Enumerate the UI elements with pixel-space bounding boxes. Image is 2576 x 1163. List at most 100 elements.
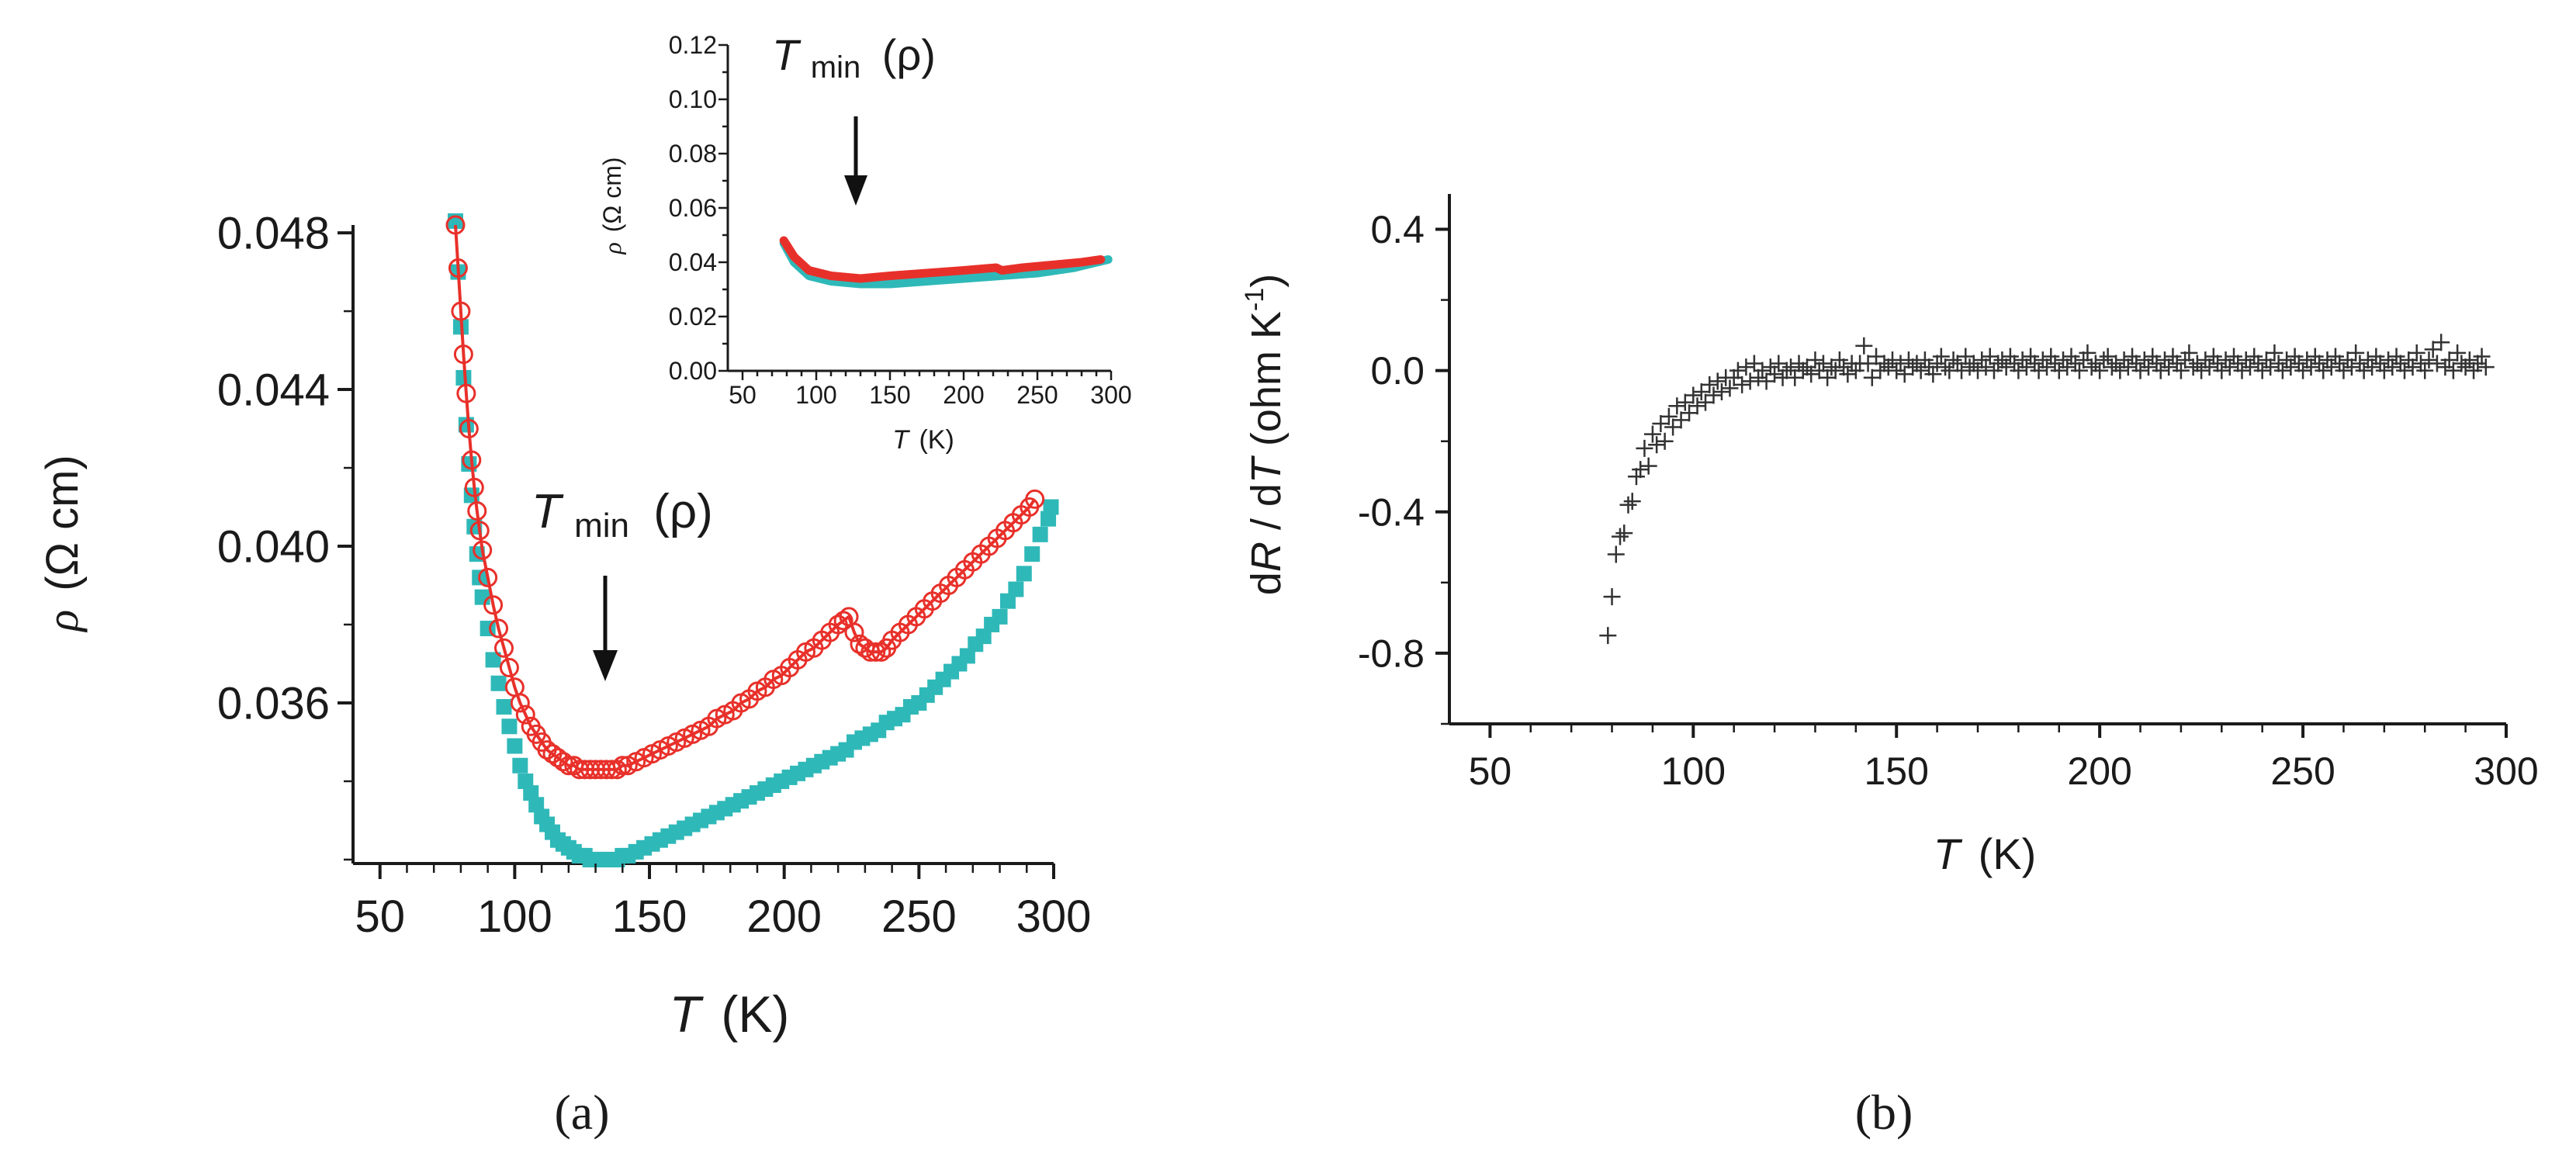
inset-x-tick-label: 150: [869, 381, 910, 409]
plus-point: [2038, 358, 2056, 376]
plus-point: [1839, 365, 1857, 383]
inset-x-tick-label: 300: [1090, 381, 1131, 409]
plus-point: [2273, 362, 2291, 379]
plus-point: [1709, 372, 1726, 390]
panel-a-y-tick-label: 0.036: [217, 678, 330, 729]
panel-a-x-tick-label: 200: [746, 891, 822, 942]
plus-point: [2070, 362, 2088, 379]
cyan-square-point: [1024, 546, 1040, 562]
plus-point: [1672, 411, 1690, 429]
plus-point: [2217, 351, 2235, 369]
plus-point: [1830, 351, 1848, 369]
cyan-square-point: [999, 593, 1016, 609]
plus-point: [1786, 369, 1804, 386]
panel-b-y-axis-label: dR / dT (ohm K-1): [1240, 274, 1290, 595]
plus-point: [2095, 351, 2113, 369]
plus-point: [2237, 351, 2255, 369]
plus-point: [2083, 358, 2100, 376]
plus-point: [2331, 355, 2349, 372]
inset-y-tick-label: 0.08: [669, 140, 717, 168]
panel-a-x-tick-label: 50: [355, 891, 405, 942]
inset-y-tick-label: 0.12: [669, 31, 717, 59]
plus-point: [2355, 362, 2373, 379]
cyan-square-point: [507, 738, 523, 754]
plus-point: [2204, 348, 2222, 365]
plus-point: [1766, 365, 1784, 383]
plus-point: [1798, 358, 1816, 376]
plus-point: [1819, 369, 1837, 386]
cyan-square-point: [528, 797, 545, 813]
plus-point: [1863, 369, 1881, 386]
plus-point: [1977, 358, 1995, 376]
plus-point: [1712, 382, 1730, 400]
plus-point: [1912, 362, 1930, 379]
plus-point: [2017, 358, 2035, 376]
panel-a-xlabel-unit: (K): [721, 985, 789, 1043]
plus-point: [2315, 362, 2332, 379]
plus-point: [2469, 355, 2487, 372]
red-circle-point: [467, 501, 487, 521]
cyan-square-point: [959, 648, 975, 664]
cyan-square-point: [455, 369, 472, 386]
plus-point: [1782, 358, 1800, 376]
panel-a-annotation-arrow: [593, 576, 618, 681]
plus-point: [2262, 358, 2280, 376]
plus-point: [1692, 382, 1710, 400]
plus-point: [2188, 355, 2206, 372]
plus-point: [2375, 362, 2393, 379]
inset-annotation-t: T: [772, 30, 802, 79]
plus-point: [2022, 348, 2040, 365]
inset-annotation-arrow: [844, 116, 867, 206]
plus-point: [2318, 351, 2336, 369]
plus-point: [2119, 358, 2137, 376]
plus-point: [1802, 365, 1820, 383]
plus-point: [2453, 355, 2470, 372]
inset-xlabel-italic: T: [892, 425, 910, 455]
plus-point: [2115, 351, 2133, 369]
plus-point: [1932, 348, 1950, 365]
plus-point: [2384, 358, 2401, 376]
plus-point: [2311, 355, 2328, 372]
plus-point: [2266, 344, 2283, 362]
plus-point: [1603, 588, 1621, 606]
plus-point: [1701, 376, 1719, 393]
plus-point: [1741, 372, 1759, 390]
inset-xlabel-unit: (K): [919, 425, 954, 455]
plus-point: [1721, 379, 1739, 397]
plus-point: [2221, 358, 2238, 376]
plus-point: [2428, 355, 2446, 372]
plus-point: [2302, 358, 2320, 376]
plus-point: [1754, 362, 1771, 379]
red-circle-point: [499, 658, 519, 678]
plus-point: [2148, 355, 2166, 372]
plus-point: [2241, 358, 2259, 376]
plus-point: [2172, 362, 2190, 379]
inset-x-tick-label: 200: [943, 381, 984, 409]
plus-point: [2193, 362, 2211, 379]
plus-point: [2412, 355, 2429, 372]
plus-point: [2107, 355, 2125, 372]
plus-point: [2010, 362, 2027, 379]
plus-point: [1899, 351, 1917, 369]
panel-b-xlabel-unit: (K): [1979, 829, 2037, 878]
plus-point: [2013, 351, 2031, 369]
panel-a-series-red: [445, 215, 1045, 780]
panel-b-y-tick-label: 0.0: [1370, 349, 1425, 393]
plus-point: [1806, 351, 1824, 369]
panel-a-y-tick-label: 0.044: [217, 365, 330, 415]
plus-point: [1883, 351, 1901, 369]
plus-point: [2131, 362, 2149, 379]
panel-a-x-tick-label: 100: [477, 891, 552, 942]
plus-point: [1652, 414, 1670, 432]
plus-point: [1632, 461, 1650, 479]
panel-a-y-ticks: 0.036 0.040 0.044 0.048: [217, 208, 353, 861]
panel-a-x-tick-label: 150: [612, 891, 687, 942]
panel-a-ylabel-unit: (Ω cm): [37, 455, 88, 590]
red-circle-point: [451, 301, 471, 321]
plus-point: [2103, 358, 2121, 376]
plus-point: [2416, 362, 2434, 379]
red-circle-point: [478, 567, 498, 587]
plus-point: [1928, 355, 1946, 372]
inset-ylabel-symbol: ρ: [598, 242, 626, 254]
panel-a-y-tick-label: 0.040: [217, 521, 330, 572]
